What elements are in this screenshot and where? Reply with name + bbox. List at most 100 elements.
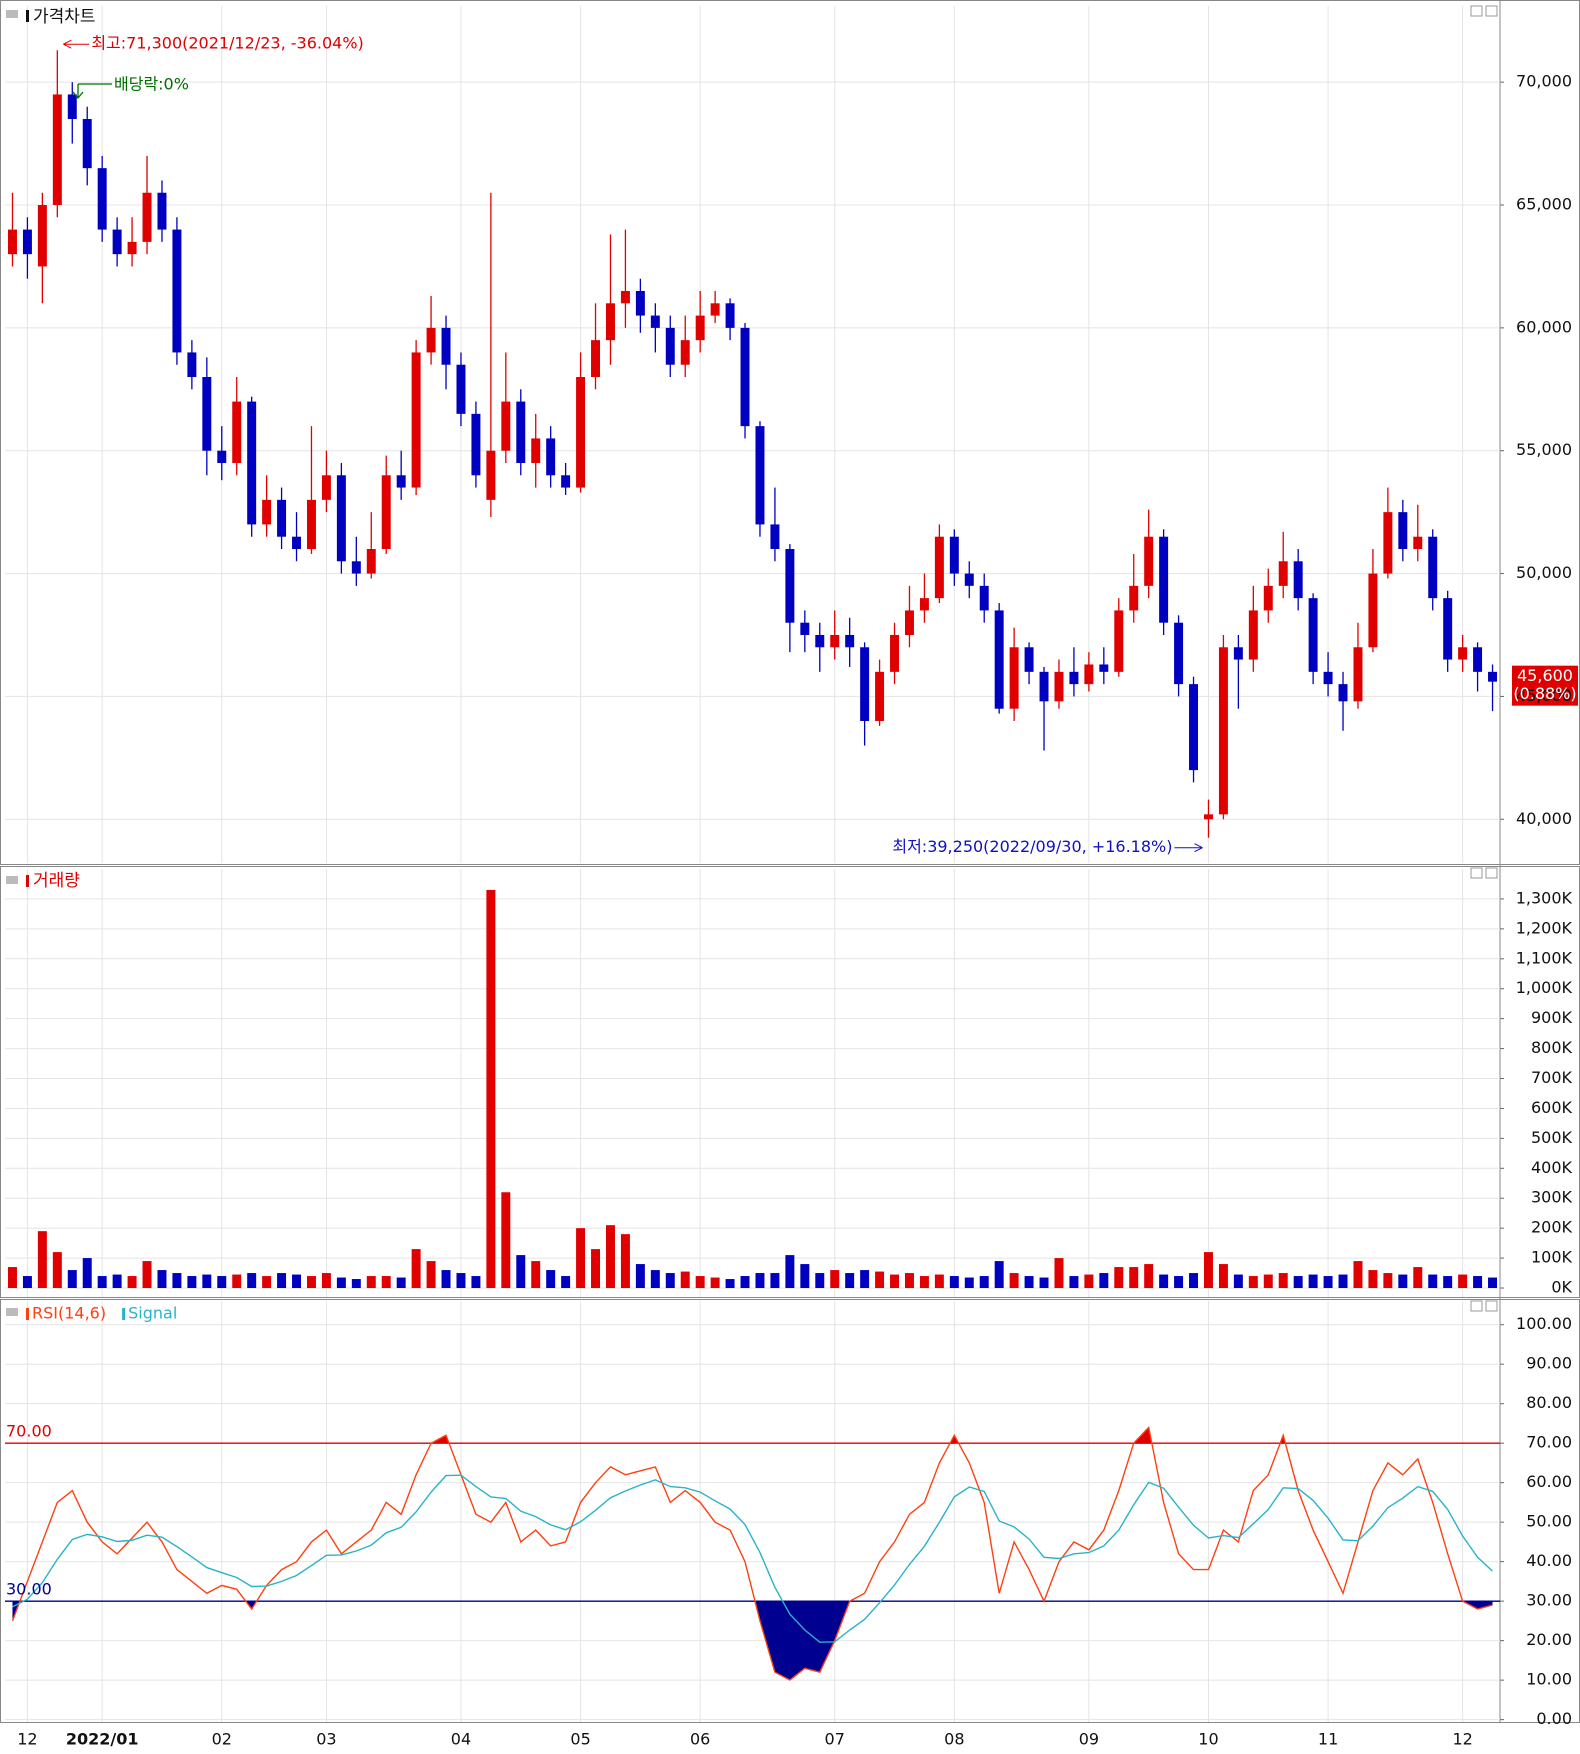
y-tick-label: 50.00 — [1526, 1512, 1572, 1531]
candle-body — [800, 622, 810, 635]
panel-icon — [6, 10, 18, 18]
oversold-fill — [12, 1601, 1493, 1681]
window-buttons — [1470, 5, 1498, 1312]
volume-bar — [1443, 1276, 1453, 1289]
candle-body — [516, 401, 526, 464]
volume-bar — [1233, 1274, 1243, 1289]
minimize-button[interactable] — [1470, 5, 1483, 17]
y-tick-label: 70,000 — [1516, 72, 1572, 91]
candle-body — [426, 327, 436, 353]
close-button[interactable] — [1485, 5, 1498, 17]
y-tick-label: 700K — [1531, 1068, 1573, 1087]
candle-body — [994, 610, 1004, 709]
candle-body — [1054, 671, 1064, 702]
y-tick-label: 200K — [1531, 1218, 1573, 1237]
volume-bar — [1084, 1274, 1094, 1289]
candle-body — [52, 94, 62, 206]
candle-body — [1084, 664, 1094, 685]
candle-body — [187, 352, 197, 378]
level-label: 30.00 — [6, 1580, 52, 1599]
candle-body — [157, 192, 167, 230]
candle-body — [82, 119, 92, 169]
y-tick-label: 1,200K — [1516, 918, 1573, 937]
volume-bar — [890, 1274, 900, 1289]
candle-body — [1383, 512, 1393, 574]
candle-body — [232, 401, 242, 464]
candle-body — [501, 401, 511, 451]
candle-body — [1413, 536, 1423, 549]
volume-bar — [845, 1273, 855, 1289]
legend-swatch — [122, 1308, 126, 1320]
candle-body — [262, 499, 272, 525]
candle-body — [890, 634, 900, 672]
y-tick-label: 0.00 — [1536, 1709, 1572, 1728]
minimize-button[interactable] — [1470, 1300, 1483, 1312]
volume-bar — [157, 1270, 167, 1289]
volume-bar — [187, 1276, 197, 1289]
candle-body — [1293, 561, 1303, 599]
y-tick-label: 30.00 — [1526, 1591, 1572, 1610]
x-tick-label: 2022/01 — [66, 1730, 139, 1749]
volume-bar — [1488, 1277, 1498, 1289]
y-tick-label: 800K — [1531, 1038, 1573, 1057]
candle-body — [1473, 647, 1483, 672]
volume-bar — [1473, 1276, 1483, 1289]
volume-bar — [471, 1276, 481, 1289]
volume-bar — [740, 1276, 750, 1289]
candle-body — [665, 327, 675, 365]
volume-bar — [546, 1270, 556, 1289]
low-note: 최저:39,250(2022/09/30, +16.18%) — [892, 837, 1172, 856]
volume-bar — [142, 1261, 152, 1289]
volume-bar — [1129, 1267, 1139, 1289]
volume-bar — [620, 1234, 630, 1289]
y-tick-label: 400K — [1531, 1158, 1573, 1177]
volume-bar — [949, 1276, 959, 1289]
overbought-fill — [12, 1427, 1493, 1444]
volume-bar — [112, 1274, 122, 1289]
volume-bar — [97, 1276, 107, 1289]
candle-body — [620, 291, 630, 304]
candle-body — [1278, 561, 1288, 586]
volume-bar — [441, 1270, 451, 1289]
candle-body — [680, 340, 690, 365]
y-tick-label: 600K — [1531, 1098, 1573, 1117]
candle-body — [1263, 585, 1273, 611]
candle-body — [1353, 647, 1363, 702]
y-tick-label: 45,000 — [1516, 686, 1572, 705]
minimize-button[interactable] — [1470, 867, 1483, 879]
volume-bar — [725, 1279, 735, 1289]
volume-bar — [1458, 1274, 1468, 1289]
x-tick-label: 02 — [212, 1730, 232, 1749]
candle-body — [1323, 671, 1333, 685]
volume-bar — [292, 1274, 302, 1289]
close-button[interactable] — [1485, 1300, 1498, 1312]
legend-swatch — [26, 875, 29, 887]
y-tick-label: 65,000 — [1516, 195, 1572, 214]
labels: 가격차트 거래량 RSI(14,6) Signal 배당락:0% 12 2022/0… — [6, 7, 1577, 1749]
volume-bar — [800, 1264, 810, 1289]
candle-body — [815, 634, 825, 648]
y-tick-label: 40.00 — [1526, 1551, 1572, 1570]
last-price-box — [1512, 665, 1578, 706]
close-button[interactable] — [1485, 867, 1498, 879]
candle-body — [949, 536, 959, 574]
candle-body — [1189, 684, 1199, 771]
volume-bar — [172, 1273, 182, 1289]
volume-bar — [1383, 1273, 1393, 1289]
volume-bar — [1308, 1274, 1318, 1289]
dividend-note: 배당락:0% — [114, 75, 189, 94]
volume-bar — [247, 1273, 257, 1289]
volume-bar — [785, 1255, 795, 1289]
volume-bar — [516, 1255, 526, 1289]
candle-body — [7, 229, 17, 255]
volume-bar — [591, 1249, 601, 1289]
volume-bar — [366, 1276, 376, 1289]
x-tick-label: 07 — [825, 1730, 845, 1749]
volume-panel — [0, 866, 1580, 1298]
candle-body — [366, 548, 376, 574]
candle-body — [546, 438, 556, 476]
candle-body — [1159, 536, 1169, 623]
candle-body — [860, 647, 870, 721]
volume-bar — [7, 1267, 17, 1289]
legend-swatch — [26, 1308, 29, 1320]
